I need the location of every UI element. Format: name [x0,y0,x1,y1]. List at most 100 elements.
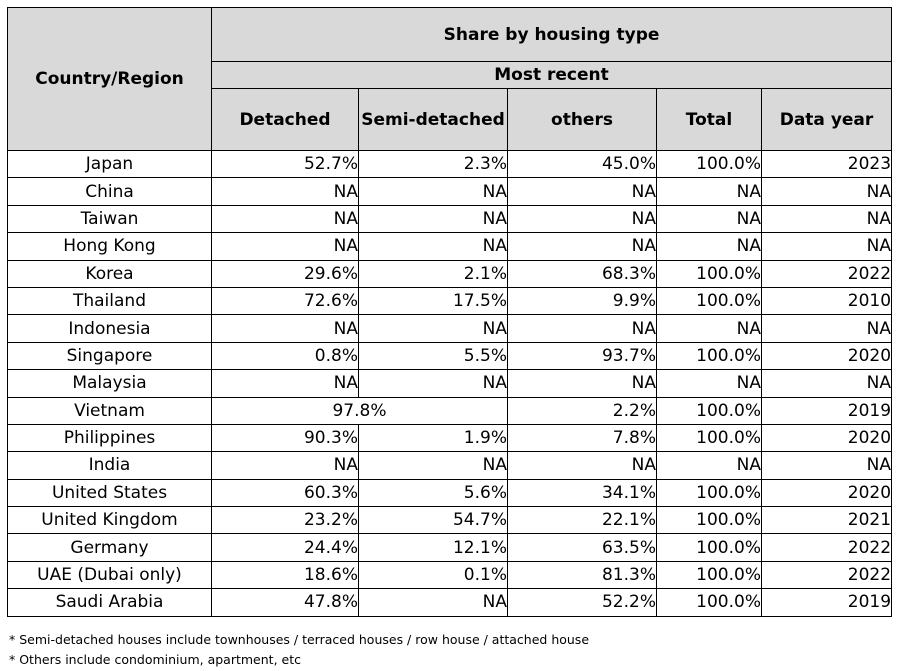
detached-cell: NA [211,177,359,206]
total-cell: NA [656,451,762,480]
country-cell: Vietnam [7,396,212,425]
total-cell: 100.0% [656,506,762,535]
housing-table-container: Country/Region Share by housing type Mos… [7,7,893,617]
others-cell: 63.5% [507,533,657,562]
others-cell: NA [507,451,657,480]
total-header: Total [656,88,762,151]
detached-header: Detached [211,88,359,151]
table-row: UAE (Dubai only) 18.6% 0.1% 81.3% 100.0% 2022 [7,560,893,590]
country-cell: China [7,177,212,206]
semi-detached-cell: NA [358,369,508,398]
semi-detached-cell: 1.9% [358,423,508,453]
total-cell: 100.0% [656,259,762,288]
data-year-cell: NA [760,232,893,261]
detached-cell: 90.3% [211,423,359,453]
footnotes: * Semi-detached houses include townhouse… [9,630,589,670]
country-cell: Singapore [7,341,212,371]
country-cell: Taiwan [7,204,212,234]
total-cell: 100.0% [656,286,762,316]
country-cell: UAE (Dubai only) [7,560,212,590]
semi-detached-cell: 2.3% [358,149,508,179]
table-row: Saudi Arabia 47.8% NA 52.2% 100.0% 2019 [7,588,893,617]
most-recent-header: Most recent [210,61,893,89]
detached-cell: NA [211,204,359,234]
others-cell: 93.7% [507,341,657,371]
total-cell: 100.0% [656,478,762,508]
total-cell: 100.0% [656,396,762,425]
country-region-header: Country/Region [7,7,212,151]
footnote-others: * Others include condominium, apartment,… [9,652,301,667]
semi-detached-cell: 54.7% [358,506,508,535]
detached-cell: 72.6% [211,286,359,316]
table-row: Japan 52.7% 2.3% 45.0% 100.0% 2023 [7,149,893,179]
detached-cell: 18.6% [211,560,359,590]
detached-cell: NA [211,451,359,480]
detached-cell: 47.8% [211,588,359,617]
table-row: Korea 29.6% 2.1% 68.3% 100.0% 2022 [7,259,893,288]
country-cell: Malaysia [7,369,212,398]
table-row: Philippines 90.3% 1.9% 7.8% 100.0% 2020 [7,423,893,453]
table-row: China NA NA NA NA NA [7,177,893,206]
semi-detached-cell: 17.5% [358,286,508,316]
total-cell: 100.0% [656,560,762,590]
country-cell: Hong Kong [7,232,212,261]
others-cell: 45.0% [507,149,657,179]
country-cell: Indonesia [7,314,212,343]
others-cell: NA [507,232,657,261]
total-cell: 100.0% [656,533,762,562]
total-cell: NA [656,177,762,206]
share-by-housing-type-header: Share by housing type [210,7,893,62]
data-year-cell: NA [760,314,893,343]
data-year-cell: 2022 [760,533,893,562]
country-cell: Germany [7,533,212,562]
data-year-cell: 2023 [760,149,893,179]
others-cell: 68.3% [507,259,657,288]
others-cell: 22.1% [507,506,657,535]
country-cell: Philippines [7,423,212,453]
country-cell: India [7,451,212,480]
others-cell: NA [507,369,657,398]
data-year-cell: 2010 [760,286,893,316]
data-year-cell: 2020 [760,478,893,508]
semi-detached-cell: NA [358,451,508,480]
data-year-cell: 2022 [760,560,893,590]
semi-detached-cell: 5.6% [358,478,508,508]
table-row: Vietnam 97.8% 2.2% 100.0% 2019 [7,396,893,425]
total-cell: 100.0% [656,423,762,453]
housing-share-table: Country/Region Share by housing type Mos… [7,7,893,617]
semi-detached-cell: NA [358,232,508,261]
semi-detached-cell: NA [358,314,508,343]
table-row: Germany 24.4% 12.1% 63.5% 100.0% 2022 [7,533,893,562]
table-row: United Kingdom 23.2% 54.7% 22.1% 100.0% 2021 [7,506,893,535]
semi-detached-cell: NA [358,177,508,206]
table-row: Singapore 0.8% 5.5% 93.7% 100.0% 2020 [7,341,893,371]
data-year-cell: 2020 [760,341,893,371]
semi-detached-cell: 5.5% [358,341,508,371]
others-cell: 34.1% [507,478,657,508]
total-cell: NA [656,204,762,234]
data-year-cell: NA [760,177,893,206]
total-cell: 100.0% [656,588,762,617]
country-cell: United States [7,478,212,508]
total-cell: NA [656,314,762,343]
data-year-cell: 2022 [760,259,893,288]
semi-detached-header: Semi-detached [358,88,508,151]
detached-cell: NA [211,232,359,261]
data-year-cell: NA [760,451,893,480]
detached-cell: 23.2% [211,506,359,535]
detached-cell: 24.4% [211,533,359,562]
detached-cell: 29.6% [211,259,359,288]
others-header: others [507,88,657,151]
total-cell: 100.0% [656,341,762,371]
detached-cell: NA [211,369,359,398]
data-year-cell: 2021 [760,506,893,535]
detached-cell: 52.7% [211,149,359,179]
footnote-semi-detached: * Semi-detached houses include townhouse… [9,632,590,647]
semi-detached-cell: NA [358,588,508,617]
semi-detached-cell: NA [358,204,508,234]
table-row: Hong Kong NA NA NA NA NA [7,232,893,261]
others-cell: 9.9% [507,286,657,316]
table-row: India NA NA NA NA NA [7,451,893,480]
table-body: Japan 52.7% 2.3% 45.0% 100.0% 2023 China NA NA NA… [7,149,893,617]
data-year-cell: NA [760,369,893,398]
